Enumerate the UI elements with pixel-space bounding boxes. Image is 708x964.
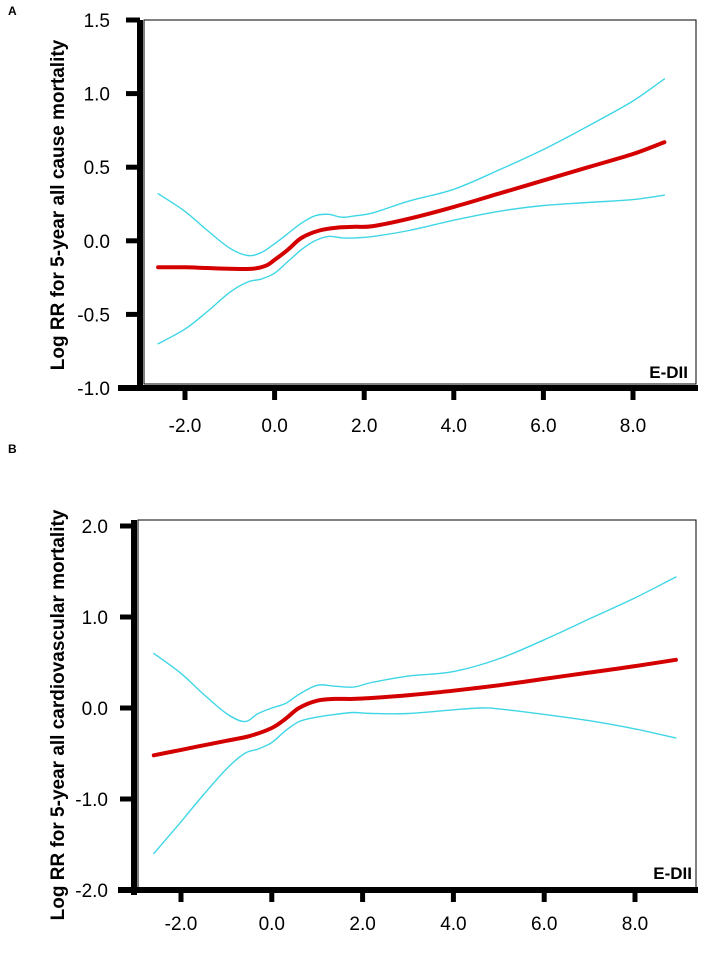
panel-b-y-tick-label: -2.0 xyxy=(75,881,108,902)
panel-b-y-tick-label: 2.0 xyxy=(82,517,108,538)
panel-a-x-tick-label: 6.0 xyxy=(530,416,556,437)
panel-b-x-tick-label: -2.0 xyxy=(165,914,198,935)
panel-b-upper-ci-line xyxy=(153,576,677,723)
panel-b-letter: B xyxy=(8,442,17,456)
panel-a-y-tick-label: 0.0 xyxy=(84,232,110,253)
panel-b-x-axis-label: E-DII xyxy=(653,864,692,883)
panel-a-plot-frame xyxy=(143,19,697,385)
panel-a-y-tick-label: 1.5 xyxy=(84,11,110,32)
panel-b-y-tick-label: -1.0 xyxy=(75,790,108,811)
panel-b-y-tick-label: 0.0 xyxy=(82,699,108,720)
panel-a-letter: A xyxy=(8,4,17,18)
panel-b: B Log RR for 5-year all cardiovascular m… xyxy=(8,442,698,935)
panel-a-x-axis-label: E-DII xyxy=(649,363,688,382)
panel-a-x-tick-label: 4.0 xyxy=(441,416,467,437)
panel-b-x-tick-label: 2.0 xyxy=(349,914,375,935)
panel-b-y-tick-label: 1.0 xyxy=(82,608,108,629)
panel-b-x-tick-label: 6.0 xyxy=(531,914,557,935)
panel-a-y-tick-label: -1.0 xyxy=(77,379,110,400)
panel-a-y-axis-label: Log RR for 5-year all cause mortality xyxy=(48,39,69,370)
panel-a-y-tick-label: 1.0 xyxy=(84,85,110,106)
panel-a: A Log RR for 5-year all cause mortality … xyxy=(8,4,698,437)
panel-a-lower-ci-line xyxy=(157,194,666,345)
panel-b-x-tick-label: 0.0 xyxy=(259,914,285,935)
panel-a-y-tick-label: -0.5 xyxy=(77,305,110,326)
panel-a-x-tick-label: 0.0 xyxy=(261,416,287,437)
panel-b-plot-frame xyxy=(137,519,697,890)
panel-b-x-tick-label: 8.0 xyxy=(622,914,648,935)
panel-a-estimate-line xyxy=(156,140,667,272)
panel-b-estimate-line xyxy=(151,657,678,758)
panel-a-x-tick-label: -2.0 xyxy=(169,416,202,437)
panel-a-upper-ci-line xyxy=(157,78,666,257)
panel-a-x-tick-label: 8.0 xyxy=(620,416,646,437)
panel-b-x-tick-label: 4.0 xyxy=(440,914,466,935)
panel-b-lower-ci-line xyxy=(153,707,677,855)
panel-b-y-axis-label: Log RR for 5-year all cardiovascular mor… xyxy=(48,509,69,920)
panel-a-y-tick-label: 0.5 xyxy=(84,158,110,179)
panel-a-x-tick-label: 2.0 xyxy=(351,416,377,437)
